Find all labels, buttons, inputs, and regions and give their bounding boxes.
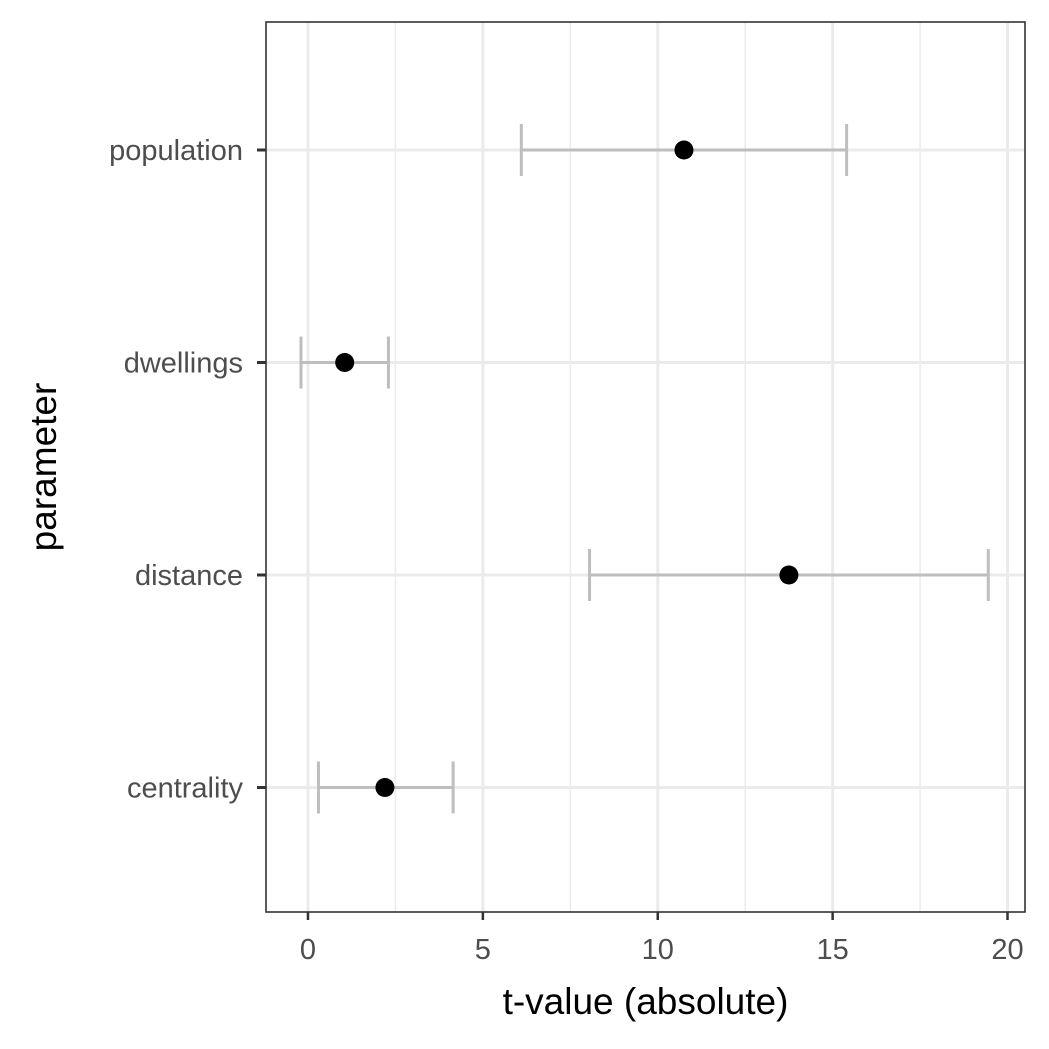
point-distance bbox=[779, 565, 799, 585]
errorbars bbox=[299, 124, 990, 814]
x-tick-label: 5 bbox=[475, 934, 491, 966]
panel-border bbox=[265, 21, 1026, 913]
x-tick-label: 15 bbox=[816, 934, 848, 966]
point-population bbox=[674, 140, 694, 160]
y-tick-label-distance: distance bbox=[135, 560, 243, 592]
x-tick-labels: 0 5 10 15 20 bbox=[300, 934, 1024, 966]
point-dwellings bbox=[335, 353, 355, 372]
y-tick-labels: population dwellings distance centrality bbox=[109, 135, 243, 805]
data-points bbox=[335, 140, 799, 797]
y-tick-label-population: population bbox=[109, 135, 243, 167]
y-tick-label-dwellings: dwellings bbox=[124, 348, 243, 380]
y-axis-title: parameter bbox=[23, 383, 64, 552]
point-centrality bbox=[375, 778, 395, 797]
x-tick-label: 0 bbox=[300, 934, 316, 966]
grid-minor bbox=[394, 22, 921, 912]
x-tick-label: 20 bbox=[991, 934, 1023, 966]
grid-major bbox=[266, 22, 1025, 912]
x-tick-label: 10 bbox=[642, 934, 674, 966]
axis-ticks bbox=[257, 148, 1009, 920]
y-tick-label-centrality: centrality bbox=[127, 773, 244, 805]
x-axis-title: t-value (absolute) bbox=[503, 981, 789, 1022]
